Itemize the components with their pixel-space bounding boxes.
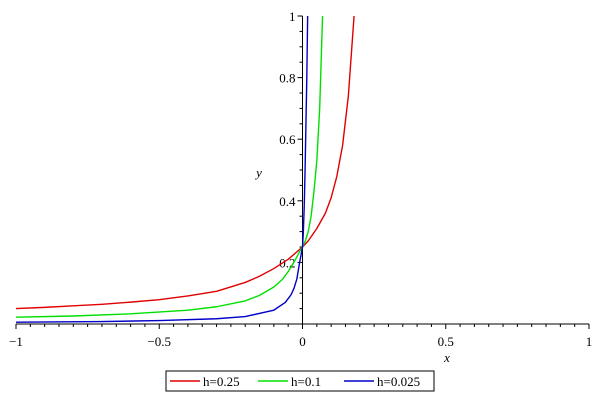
series-line-h=0.1 bbox=[16, 16, 324, 318]
legend-box bbox=[165, 370, 435, 392]
legend-entry-label: h=0.025 bbox=[377, 374, 420, 389]
series-layer bbox=[16, 16, 355, 323]
legend-entry-label: h=0.1 bbox=[291, 374, 321, 389]
x-tick-label: 0.5 bbox=[438, 334, 454, 349]
x-tick-label: −1 bbox=[9, 334, 23, 349]
legend: h=0.25 h=0.1 h=0.025 bbox=[165, 370, 435, 392]
x-tick-label: −0.5 bbox=[147, 334, 171, 349]
y-tick-label: 0.4 bbox=[279, 194, 296, 209]
y-axis-label: y bbox=[254, 165, 262, 180]
legend-entry-label: h=0.25 bbox=[203, 374, 240, 389]
series-line-h=0.025 bbox=[16, 16, 309, 323]
y-tick-label: 0.6 bbox=[279, 132, 296, 147]
x-axis-label: x bbox=[443, 350, 450, 365]
x-tick-label: 1 bbox=[586, 334, 593, 349]
x-tick-label: 0 bbox=[299, 334, 306, 349]
tick-marks: −1 −0.5 0 0.5 10.20.40.60.81 bbox=[9, 9, 592, 349]
series-line-h=0.25 bbox=[16, 16, 355, 310]
y-tick-label: 0.8 bbox=[279, 71, 295, 86]
y-tick-label: 1 bbox=[289, 9, 296, 24]
